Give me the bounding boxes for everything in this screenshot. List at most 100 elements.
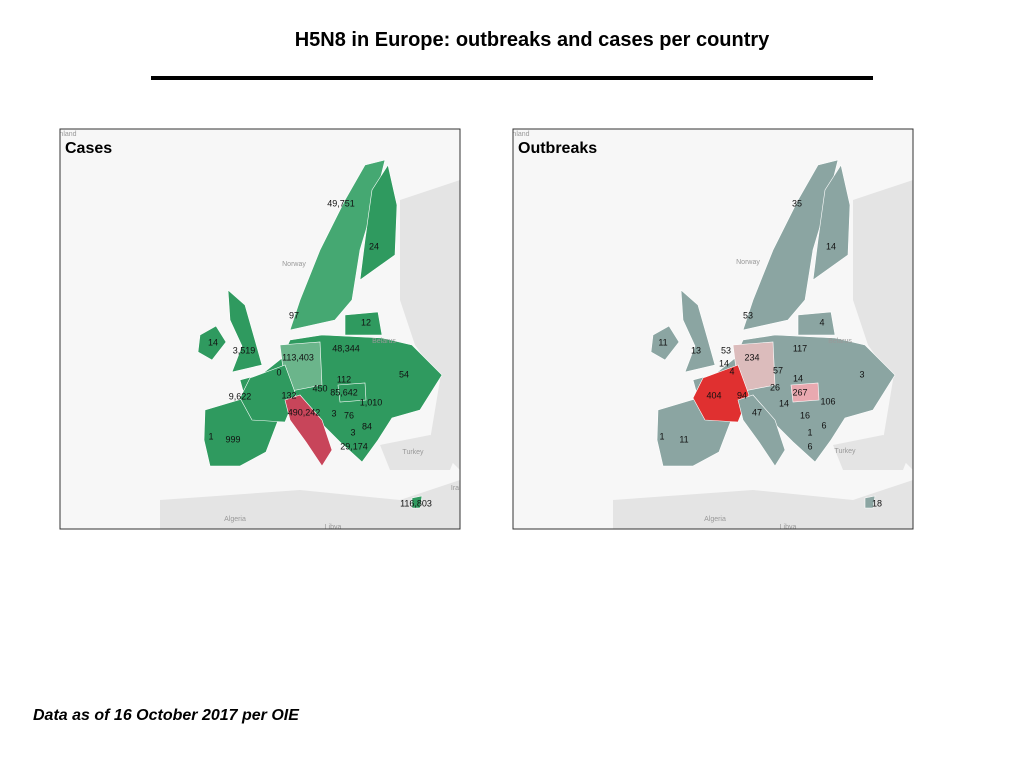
place-name: nland <box>512 131 529 138</box>
country-value: 14 <box>826 241 836 251</box>
non-eu-land <box>833 435 913 470</box>
country <box>737 394 786 467</box>
country-value: 3 <box>859 369 864 379</box>
country-value: 132 <box>281 390 296 400</box>
country-value: 1 <box>807 427 812 437</box>
country-value: 3 <box>331 408 336 418</box>
country <box>680 289 716 373</box>
country-value: 14 <box>779 398 789 408</box>
country <box>692 364 750 423</box>
country-value: 490,242 <box>288 407 321 417</box>
country <box>239 364 297 423</box>
country <box>790 382 820 403</box>
country-value: 14 <box>793 373 803 383</box>
place-name: Algeria <box>704 516 726 523</box>
country-value: 404 <box>706 390 721 400</box>
country-value: 9,622 <box>229 391 252 401</box>
map-shapes <box>513 129 913 529</box>
non-eu-land <box>853 180 913 470</box>
country-value: 3,519 <box>233 345 256 355</box>
country-value: 999 <box>225 434 240 444</box>
map-panel: nland Norway Belarus Turkey Algeria Libya Ira 4… <box>59 129 460 531</box>
country-value: 57 <box>773 365 783 375</box>
country <box>344 311 383 336</box>
footnote: Data as of 16 October 2017 per OIE <box>33 707 300 724</box>
country-value: 49,751 <box>327 198 355 208</box>
country-value: 4 <box>819 317 824 327</box>
country-value: 12 <box>361 317 371 327</box>
country-value: 117 <box>793 343 807 353</box>
place-name: Belarus <box>372 338 396 345</box>
country-value: 6 <box>807 441 812 451</box>
country-value: 84 <box>362 421 372 431</box>
place-name: Libya <box>325 524 342 531</box>
country-value: 14 <box>719 358 729 368</box>
country-value: 18 <box>872 498 882 508</box>
place-name: Norway <box>282 261 306 268</box>
country <box>656 334 896 467</box>
country-value: 267 <box>792 387 807 397</box>
country <box>742 159 839 331</box>
country-value: 76 <box>344 410 354 420</box>
place-name: nland <box>59 131 76 138</box>
country-value: 26 <box>770 382 780 392</box>
map-frame <box>59 128 461 530</box>
place-name: Turkey <box>402 449 424 456</box>
place-name: Ira <box>451 485 459 492</box>
country <box>797 311 836 336</box>
place-name: Norway <box>736 259 760 266</box>
country-value: 6 <box>821 420 826 430</box>
non-eu-land <box>160 480 460 529</box>
country-value: 85,642 <box>330 387 358 397</box>
country <box>864 495 876 509</box>
place-name: Libya <box>780 524 797 531</box>
non-eu-land <box>613 480 913 529</box>
country-value: 48,344 <box>332 343 360 353</box>
map-panel: nlandNorwayBelarusTurkeyAlgeriaLibya3514… <box>512 129 913 531</box>
country-value: 53 <box>721 345 731 355</box>
place-name: Belarus <box>828 338 852 345</box>
title-rule <box>151 76 873 80</box>
slide-title: H5N8 in Europe: outbreaks and cases per … <box>295 29 770 51</box>
country-value: 13 <box>691 345 701 355</box>
country-value: 234 <box>744 352 759 362</box>
country-value: 3 <box>350 427 355 437</box>
country <box>284 394 333 467</box>
country <box>812 164 851 281</box>
country <box>203 334 443 467</box>
country-value: 1 <box>659 431 664 441</box>
country <box>337 382 367 403</box>
country <box>411 495 423 509</box>
map-frame <box>512 128 914 530</box>
map-title: Cases <box>65 140 112 157</box>
country <box>227 289 263 373</box>
country <box>359 164 398 281</box>
country-value: 1 <box>208 431 213 441</box>
country-value: 94 <box>737 390 747 400</box>
country-value: 113,403 <box>282 352 314 362</box>
country-value: 106 <box>820 396 835 406</box>
country-value: 47 <box>752 407 762 417</box>
non-eu-land <box>380 435 460 470</box>
country-value: 11 <box>658 337 667 347</box>
country-value: 450 <box>312 383 327 393</box>
country-value: 97 <box>289 310 299 320</box>
country-value: 35 <box>792 198 802 208</box>
country <box>650 325 680 361</box>
map-shapes <box>60 129 460 529</box>
country-value: 29,174 <box>340 441 368 451</box>
country-value: 24 <box>369 241 379 251</box>
country-value: 112 <box>337 374 351 384</box>
country-value: 53 <box>743 310 753 320</box>
non-eu-land <box>400 180 460 470</box>
country-value: 14 <box>208 337 218 347</box>
country-value: 54 <box>399 369 409 379</box>
country-value: 11 <box>679 434 688 444</box>
country <box>289 159 386 331</box>
country-value: 16 <box>800 410 810 420</box>
country <box>197 325 227 361</box>
country-value: 116,803 <box>400 498 432 508</box>
country-value: 1,010 <box>360 397 383 407</box>
